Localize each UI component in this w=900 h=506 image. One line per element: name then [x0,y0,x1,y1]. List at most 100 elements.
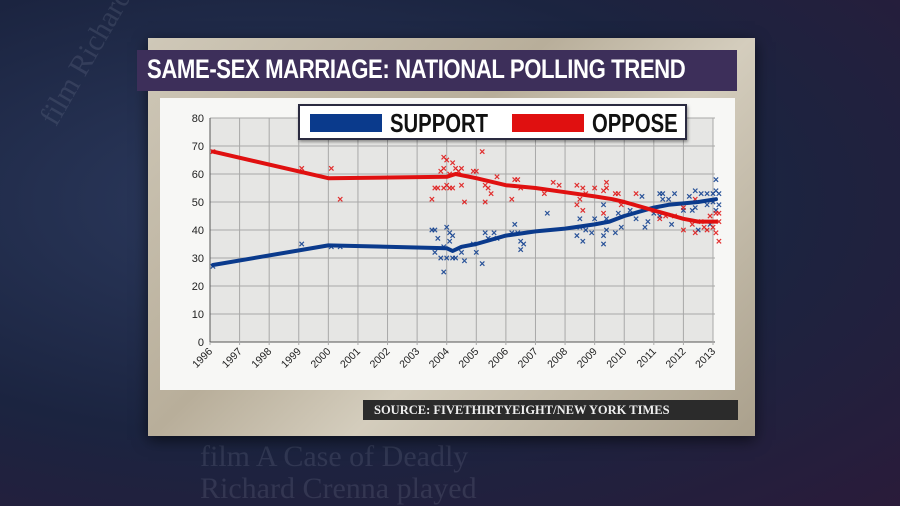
support-poll-point [438,255,444,261]
y-tick-label: 80 [192,113,204,125]
oppose-poll-point [435,185,441,191]
support-poll-point [435,235,441,242]
oppose-poll-point [713,230,719,236]
oppose-poll-point [473,168,479,174]
support-poll-point [639,193,645,200]
support-poll-point [665,196,672,202]
support-poll-point [692,204,698,211]
x-tick-label: 2011 [634,346,659,371]
support-poll-point [642,224,648,230]
oppose-poll-point [449,160,456,166]
y-tick-label: 10 [192,309,204,321]
oppose-poll-point [328,165,334,172]
support-poll-point [441,269,447,275]
y-tick-label: 30 [192,253,204,265]
support-poll-point [704,190,710,197]
support-poll-point [668,221,675,228]
oppose-poll-point [461,199,468,205]
support-poll-point [603,227,610,233]
oppose-poll-point [680,227,687,233]
oppose-poll-point [657,216,663,222]
y-tick-label: 40 [192,225,204,237]
support-poll-point [461,258,468,264]
x-tick-label: 2000 [308,346,333,371]
support-poll-point [512,221,518,228]
oppose-poll-point [603,179,610,186]
y-tick-label: 60 [192,169,204,181]
x-tick-label: 1999 [279,346,304,371]
chart-title: SAME-SEX MARRIAGE: NATIONAL POLLING TREN… [147,54,686,84]
support-poll-point [449,232,456,239]
x-tick-label: 1996 [190,346,215,371]
legend: SUPPORT OPPOSE [298,104,687,140]
source-bar: SOURCE: FIVETHIRTYEIGHT/NEW YORK TIMES [363,400,738,420]
y-tick-label: 50 [192,197,204,209]
support-poll-point [671,190,678,197]
oppose-poll-point [482,199,488,205]
oppose-poll-point [716,238,722,244]
support-poll-point [458,249,465,256]
support-poll-point [444,255,450,261]
oppose-poll-point [337,196,343,202]
support-poll-point [686,193,692,200]
support-poll-point [473,249,479,256]
x-tick-label: 1997 [220,346,245,371]
support-poll-point [518,246,524,253]
y-tick-label: 20 [192,281,204,293]
support-trend-line [210,197,718,267]
support-poll-point [544,210,550,216]
support-poll-point [432,249,438,256]
oppose-poll-point [603,185,610,191]
x-tick-label: 2013 [693,346,718,371]
oppose-poll-point [680,204,687,211]
support-poll-point [521,241,527,247]
oppose-poll-point [689,221,695,228]
support-poll-point [660,190,666,197]
oppose-poll-point [580,207,586,214]
support-poll-point [716,202,722,208]
legend-swatch-support [310,114,382,132]
oppose-poll-point [509,196,515,202]
oppose-poll-point [515,176,521,183]
background-text: Richard Crenna played [200,472,477,505]
oppose-poll-point [574,202,580,208]
oppose-poll-point [710,224,716,230]
x-tick-label: 2007 [516,346,541,371]
background-text: film A Case of Deadly [200,440,469,473]
support-poll-point [447,238,453,244]
x-tick-label: 2006 [486,346,511,371]
oppose-poll-point [577,196,583,202]
oppose-poll-point [592,185,598,191]
support-poll-point [612,230,618,236]
x-tick-label: 2010 [604,346,629,371]
x-tick-label: 2002 [368,346,393,371]
x-tick-label: 2005 [456,346,481,371]
support-poll-point [698,190,704,197]
support-poll-point [452,255,459,261]
oppose-poll-point [704,227,710,233]
oppose-poll-point [541,190,547,197]
support-poll-point [600,202,607,208]
support-poll-point [645,218,651,225]
oppose-poll-point [600,210,607,216]
support-poll-point [580,238,586,244]
oppose-poll-point [429,196,435,202]
legend-label-support: SUPPORT [390,108,489,138]
oppose-poll-point [458,165,465,172]
support-poll-point [600,232,607,239]
y-tick-label: 0 [198,337,204,349]
support-poll-point [704,202,710,208]
legend-swatch-oppose [512,114,584,132]
support-poll-point [444,224,450,230]
support-poll-point [692,188,698,194]
support-poll-point [618,224,624,230]
support-poll-point [583,227,589,233]
oppose-poll-point [488,190,494,197]
support-poll-point [432,227,438,233]
support-poll-point [615,210,621,216]
oppose-poll-point [444,157,450,163]
support-poll-point [574,232,580,239]
oppose-poll-point [580,185,586,191]
x-tick-label: 2003 [397,346,422,371]
